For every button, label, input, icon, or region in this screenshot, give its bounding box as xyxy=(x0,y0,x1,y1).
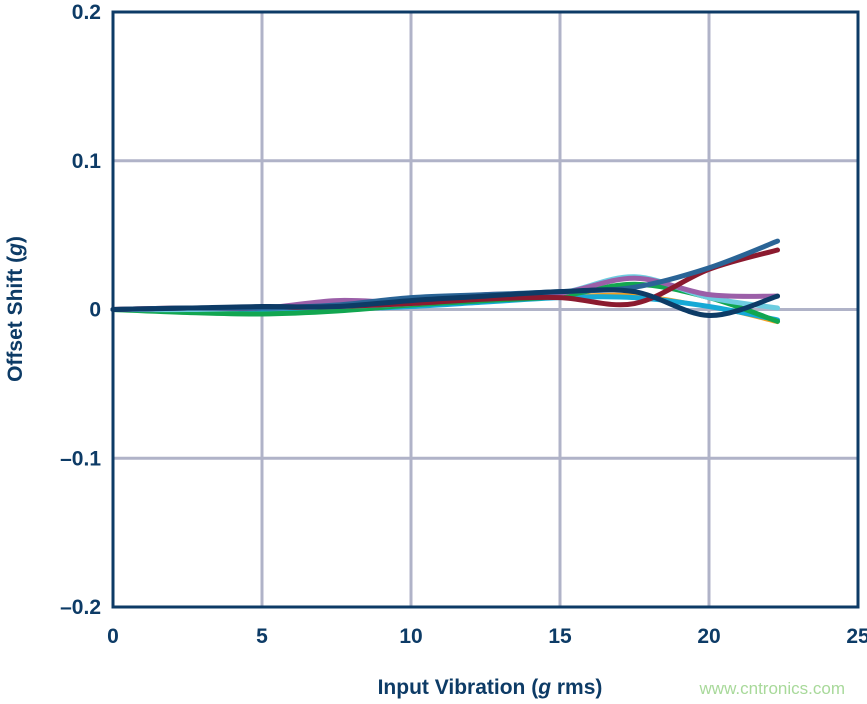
y-tick-label: 0.1 xyxy=(72,150,102,173)
series-line-7 xyxy=(110,287,781,318)
x-tick-label: 5 xyxy=(256,625,268,648)
y-tick-label: 0 xyxy=(89,299,101,322)
plot-frame xyxy=(111,10,860,609)
y-axis-label: Offset Shift (g) xyxy=(4,236,27,382)
y-tick-label: –0.1 xyxy=(60,447,101,470)
watermark: www.cntronics.com xyxy=(699,679,845,698)
x-tick-label: 20 xyxy=(697,625,720,648)
x-tick-label: 25 xyxy=(846,625,867,648)
x-tick-label: 15 xyxy=(548,625,572,648)
y-tick-label: –0.2 xyxy=(60,596,101,619)
x-tick-label: 10 xyxy=(399,625,422,648)
x-axis-label: Input Vibration (g rms) xyxy=(378,676,603,699)
x-tick-label: 0 xyxy=(107,625,119,648)
y-tick-label: 0.2 xyxy=(72,1,101,24)
